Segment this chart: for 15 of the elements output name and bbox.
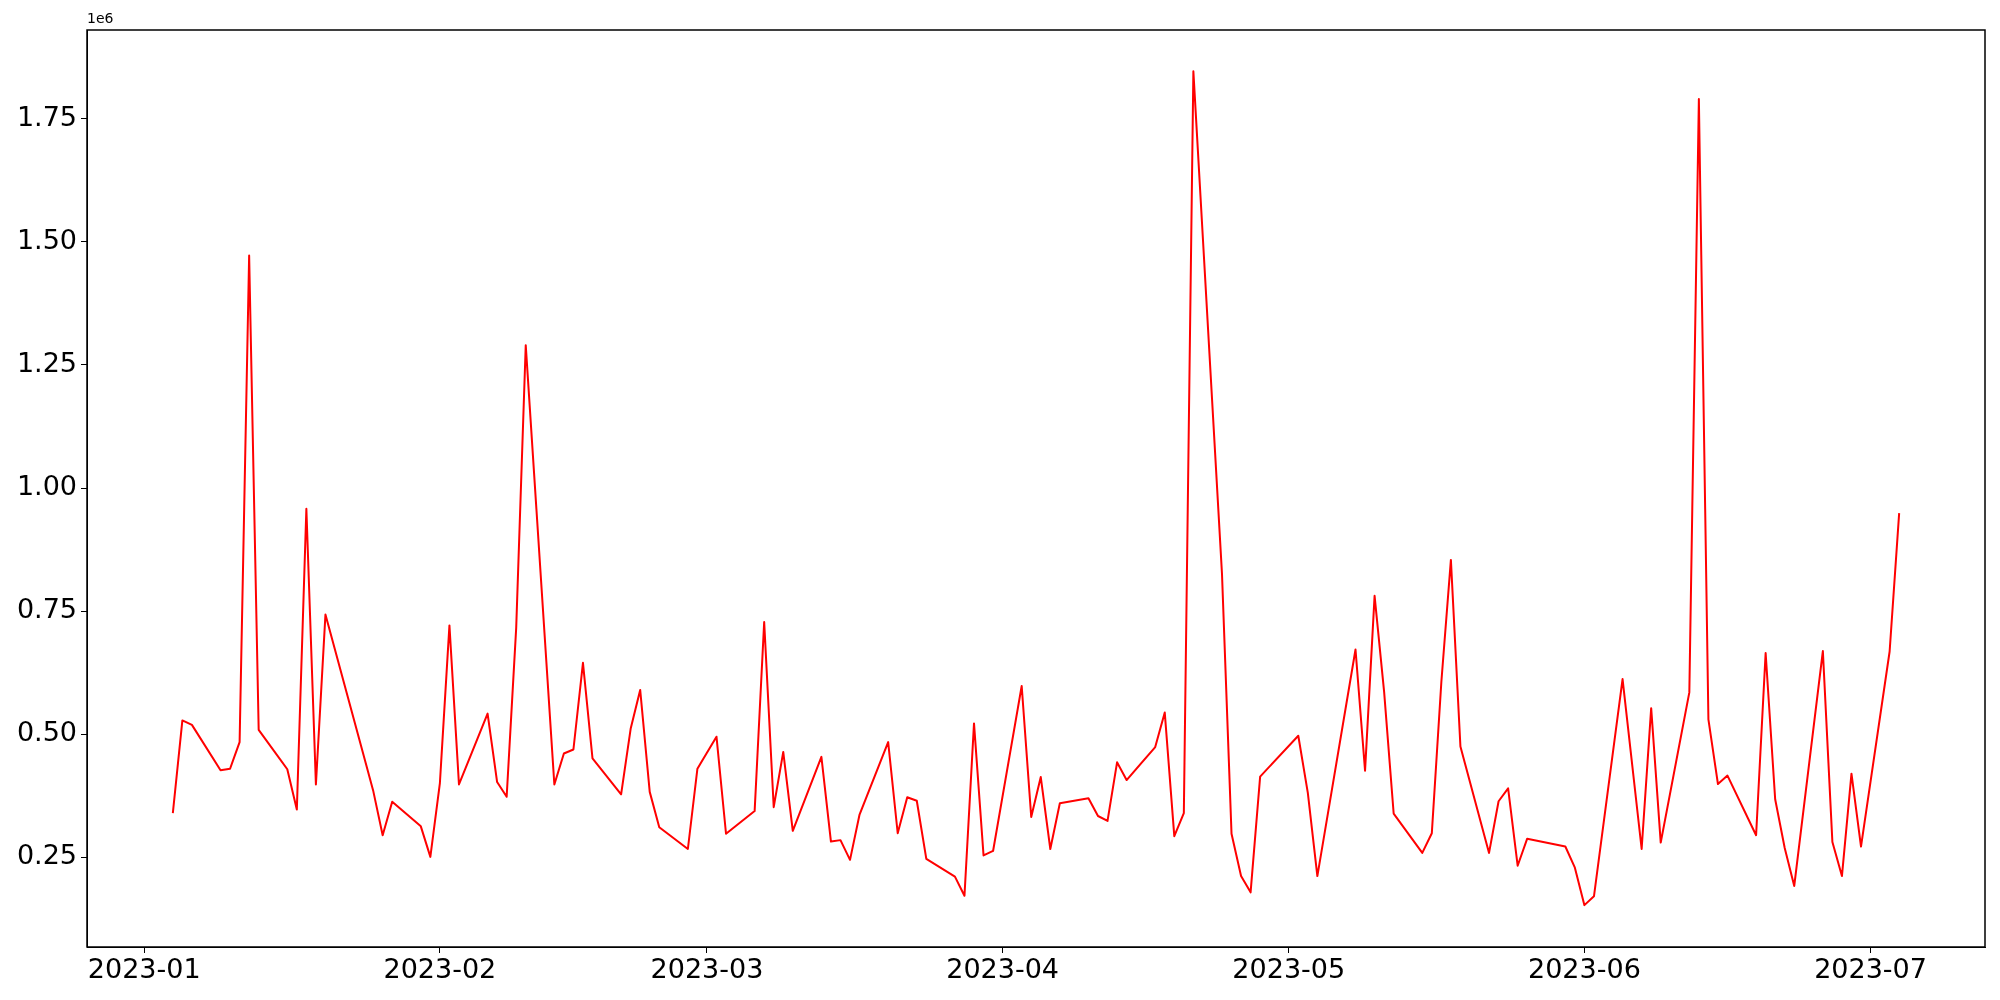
- y-tick-label: 1.25: [16, 346, 77, 378]
- x-tick-label: 2023-03: [650, 953, 764, 985]
- x-tick-label: 2023-07: [1814, 953, 1927, 985]
- y-tick-label: 0.50: [16, 716, 77, 748]
- x-tick-label: 2023-05: [1232, 953, 1346, 985]
- x-tick-label: 2023-06: [1528, 953, 1641, 985]
- text: 1e6: [87, 9, 114, 26]
- x-tick-label: 2023-01: [87, 953, 201, 985]
- x-tick-label: 2023-04: [946, 953, 1060, 985]
- y-tick-label: 1.75: [16, 100, 77, 132]
- y-tick-label: 1.00: [16, 470, 77, 502]
- y-tick-label: 1.50: [16, 223, 77, 255]
- x-tick-label: 2023-02: [383, 953, 497, 985]
- y-tick-label: 0.75: [16, 593, 77, 625]
- y-tick-label: 0.25: [16, 839, 77, 871]
